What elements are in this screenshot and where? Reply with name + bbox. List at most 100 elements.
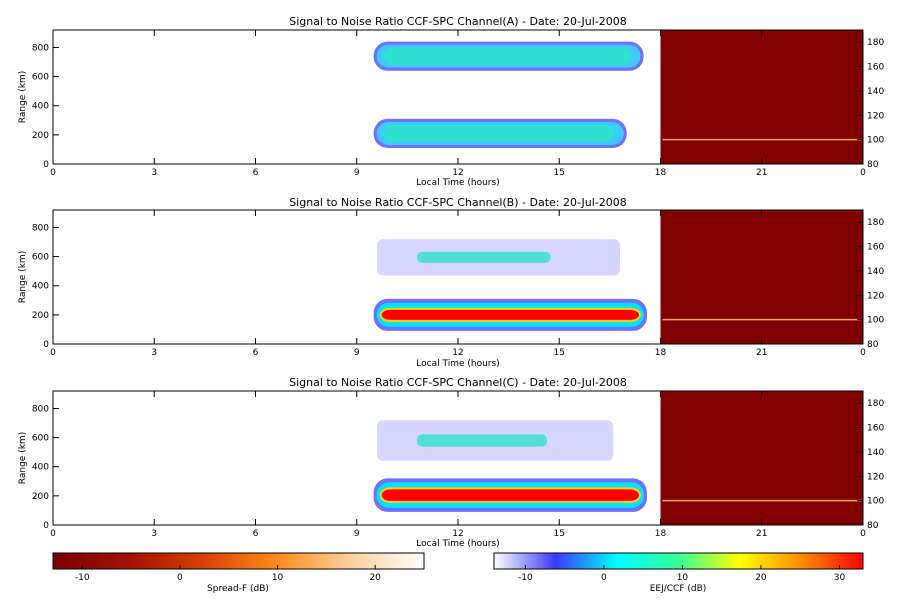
colorbar-eej-label: EEJ/CCF (dB) <box>650 584 707 594</box>
y2-tick-label: 140 <box>867 87 884 97</box>
echo-region-patchy-core <box>417 251 551 263</box>
x-tick-label: 18 <box>655 529 667 539</box>
x-tick-label: 0 <box>50 529 56 539</box>
colorbar-tick-label: 20 <box>369 573 381 583</box>
x-tick-label: 0 <box>860 348 866 358</box>
y2-tick-label: 160 <box>867 424 884 434</box>
y2-tick-label: 160 <box>867 63 884 73</box>
y2-tick-label: 100 <box>867 497 884 507</box>
y2-tick-label: 120 <box>867 472 884 482</box>
x-tick-label: 15 <box>554 168 565 178</box>
y-tick-label: 600 <box>32 73 49 83</box>
x-tick-label: 0 <box>50 348 56 358</box>
colorbar-spread-f: -10 0 10 20 Spread-F (dB) <box>52 552 425 594</box>
x-tick-label: 18 <box>655 168 667 178</box>
panel-c: Signal to Noise Ratio CCF-SPC Channel(C)… <box>18 376 884 549</box>
y-tick-label: 800 <box>32 223 49 233</box>
y-tick-label: 400 <box>32 102 49 112</box>
x-tick-label: 6 <box>253 348 259 358</box>
panel-a-xlabel: Local Time (hours) <box>416 178 499 188</box>
y2-tick-label: 180 <box>867 38 884 48</box>
y2-tick-label: 80 <box>867 521 879 531</box>
eej-background <box>660 210 863 344</box>
panel-b-title: Signal to Noise Ratio CCF-SPC Channel(B)… <box>289 196 627 209</box>
y-tick-label: 800 <box>32 43 49 53</box>
panel-c-ylabel: Range (km) <box>18 432 28 484</box>
colorbar-tick-label: 10 <box>272 573 284 583</box>
x-tick-label: 9 <box>354 529 360 539</box>
y2-tick-label: 120 <box>867 291 884 301</box>
colorbar-tick-label: 0 <box>601 573 607 583</box>
x-tick-label: 21 <box>756 348 767 358</box>
x-tick-label: 12 <box>452 348 463 358</box>
y-tick-label: 600 <box>32 434 49 444</box>
colorbar-tick-label: -10 <box>518 573 533 583</box>
panel-a-title: Signal to Noise Ratio CCF-SPC Channel(A)… <box>289 15 627 28</box>
x-tick-label: 18 <box>655 348 667 358</box>
y2-tick-label: 180 <box>867 399 884 409</box>
x-tick-label: 9 <box>354 168 360 178</box>
echo-region-patchy-core <box>417 434 547 447</box>
echo-region-core <box>381 489 639 501</box>
y2-tick-label: 140 <box>867 448 884 458</box>
y-tick-label: 200 <box>32 311 49 321</box>
x-tick-label: 15 <box>554 529 565 539</box>
x-tick-label: 0 <box>860 529 866 539</box>
x-tick-label: 3 <box>151 348 157 358</box>
echo-region-inner <box>383 47 632 65</box>
x-tick-label: 12 <box>452 529 463 539</box>
echo-region-inner <box>383 124 615 142</box>
panel-b-xlabel: Local Time (hours) <box>416 359 499 369</box>
y-tick-label: 0 <box>43 160 49 170</box>
echo-region-core <box>381 309 639 320</box>
y-tick-label: 600 <box>32 253 49 263</box>
panel-b-ylabel: Range (km) <box>18 251 28 303</box>
colorbar-spread-f-bar <box>52 552 425 570</box>
y-tick-label: 0 <box>43 521 49 531</box>
x-tick-label: 12 <box>452 168 463 178</box>
x-tick-label: 6 <box>253 168 259 178</box>
y2-tick-label: 120 <box>867 111 884 121</box>
y2-tick-label: 100 <box>867 316 884 326</box>
x-tick-label: 9 <box>354 348 360 358</box>
y2-tick-label: 80 <box>867 160 879 170</box>
colorbar-tick-label: 20 <box>755 573 767 583</box>
y2-tick-label: 180 <box>867 218 884 228</box>
x-tick-label: 3 <box>151 529 157 539</box>
panel-c-xlabel: Local Time (hours) <box>416 539 499 549</box>
panel-a-plot: 0 3 6 9 12 15 18 21 0020040060080080100120140160… <box>32 29 884 178</box>
y2-tick-label: 160 <box>867 243 884 253</box>
panel-a-ylabel: Range (km) <box>18 71 28 123</box>
x-tick-label: 6 <box>253 529 259 539</box>
panel-c-title: Signal to Noise Ratio CCF-SPC Channel(C)… <box>289 376 627 389</box>
x-tick-label: 21 <box>756 168 767 178</box>
x-tick-label: 0 <box>50 168 56 178</box>
panel-b-plot: 0 3 6 9 12 15 18 21 0020040060080080100120140160… <box>32 209 884 358</box>
colorbar-eej-ticks: -10 0 10 20 30 <box>518 565 845 583</box>
panel-a: Signal to Noise Ratio CCF-SPC Channel(A)… <box>18 15 884 188</box>
y-tick-label: 0 <box>43 340 49 350</box>
x-tick-label: 0 <box>860 168 866 178</box>
y2-tick-label: 80 <box>867 340 879 350</box>
x-tick-label: 15 <box>554 348 565 358</box>
colorbar-tick-label: 10 <box>677 573 689 583</box>
y-tick-label: 800 <box>32 404 49 414</box>
y-tick-label: 200 <box>32 131 49 141</box>
colorbar-spread-f-ticks: -10 0 10 20 <box>75 565 381 583</box>
colorbar-tick-label: -10 <box>75 573 90 583</box>
colorbar-tick-label: 0 <box>177 573 183 583</box>
colorbar-tick-label: 30 <box>834 573 846 583</box>
eej-background <box>660 30 863 164</box>
eej-background <box>660 391 863 525</box>
x-tick-label: 3 <box>151 168 157 178</box>
y-tick-label: 400 <box>32 282 49 292</box>
y2-tick-label: 140 <box>867 267 884 277</box>
y-tick-label: 200 <box>32 492 49 502</box>
panel-b: Signal to Noise Ratio CCF-SPC Channel(B)… <box>18 196 884 369</box>
colorbar-eej-bar <box>493 552 864 570</box>
x-tick-label: 21 <box>756 529 767 539</box>
panel-c-plot: 0 3 6 9 12 15 18 21 0020040060080080100120140160… <box>32 390 884 539</box>
colorbar-spread-f-label: Spread-F (dB) <box>207 584 269 594</box>
y-tick-label: 400 <box>32 463 49 473</box>
